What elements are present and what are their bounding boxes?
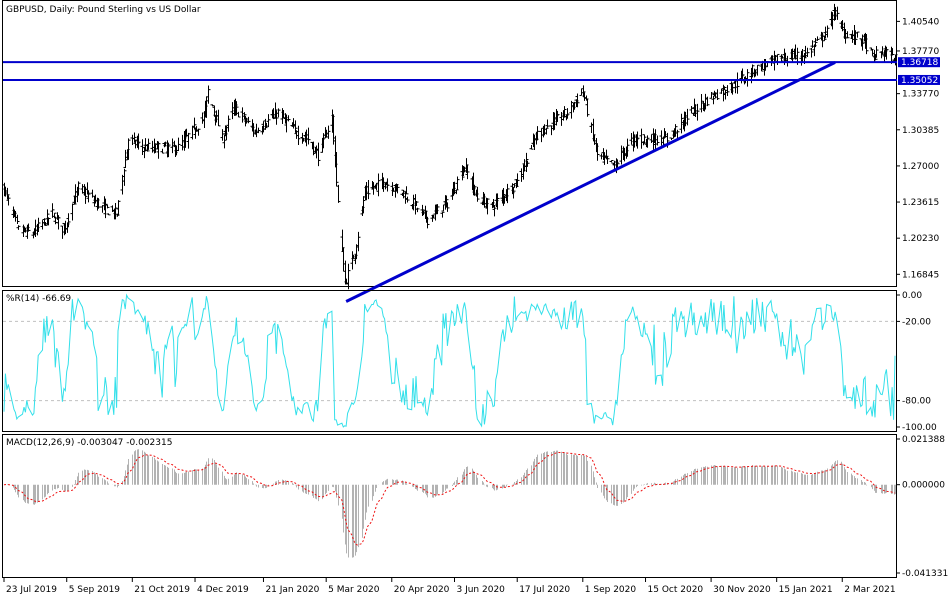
price-tick-label: 1.27000 — [902, 162, 939, 172]
chart-title: GBPUSD, Daily: Pound Sterling vs US Doll… — [6, 5, 201, 15]
wpr-frame — [2, 290, 897, 432]
price-frame — [2, 0, 897, 287]
horizontal-levels[interactable]: 1.36718 1.35052 — [3, 57, 940, 86]
time-tick-label: 30 Nov 2020 — [713, 585, 771, 595]
wpr-line — [3, 293, 896, 428]
time-tick-label: 23 Jul 2019 — [6, 585, 57, 595]
price-tick-label: 1.20230 — [902, 234, 939, 244]
wpr-tick-label: -100.00 — [902, 423, 937, 433]
macd-axis: 0.021388 0.000000 -0.041331 — [896, 435, 948, 579]
price-tick-label: 1.37770 — [902, 47, 939, 57]
macd-tick-label: -0.041331 — [902, 569, 948, 579]
wpr-tick-label: -80.00 — [902, 397, 931, 407]
time-axis: 23 Jul 2019 5 Sep 2019 21 Oct 2019 4 Dec 20… — [3, 578, 896, 595]
macd-window[interactable]: MACD(12,26,9) -0.003047 -0.002315 0.0213… — [2, 434, 949, 580]
macd-tick-label: 0.000000 — [902, 481, 945, 491]
wpr-title: %R(14) -66.69 — [6, 294, 71, 304]
trendline[interactable] — [345, 61, 836, 303]
price-window[interactable]: 1.36718 1.35052 GBPUSD, Daily: Pound Ster… — [2, 0, 941, 303]
wpr-tick-label: -20.00 — [902, 317, 931, 327]
time-tick-label: 20 Apr 2020 — [394, 585, 450, 595]
price-tick-label: 1.23615 — [902, 198, 939, 208]
price-tick-label: 1.33770 — [902, 90, 939, 100]
price-tick-label: 1.30385 — [902, 126, 939, 136]
time-tick-label: 3 Jun 2020 — [456, 585, 505, 595]
time-tick-label: 5 Sep 2019 — [69, 585, 121, 595]
price-bars — [2, 3, 898, 290]
wpr-axis: 0.00 -20.00 -80.00 -100.00 — [896, 291, 937, 433]
macd-tick-label: 0.021388 — [902, 435, 945, 445]
time-tick-label: 15 Oct 2020 — [648, 585, 704, 595]
wpr-window[interactable]: %R(14) -66.69 0.00 -20.00 -80.00 -100.00 — [2, 290, 938, 434]
level-label-box — [898, 74, 940, 85]
price-tick-label: 1.16845 — [902, 270, 939, 280]
time-tick-label: 4 Dec 2019 — [197, 585, 249, 595]
macd-frame — [2, 434, 897, 578]
time-tick-label: 5 Mar 2020 — [328, 585, 380, 595]
time-tick-label: 21 Jan 2020 — [265, 585, 319, 595]
macd-signal-line — [3, 451, 896, 546]
macd-title: MACD(12,26,9) -0.003047 -0.002315 — [6, 438, 172, 448]
level-label: 1.36718 — [901, 58, 938, 68]
time-tick-label: 1 Sep 2020 — [585, 585, 637, 595]
level-label-box — [898, 57, 940, 68]
time-tick-label: 15 Jan 2021 — [779, 585, 833, 595]
time-tick-label: 17 Jul 2020 — [519, 585, 570, 595]
price-tick-label: 1.40540 — [902, 17, 939, 27]
price-axis: 1.40540 1.37770 1.33770 1.30385 1.27000 1.236… — [896, 17, 939, 280]
time-tick-label: 2 Mar 2021 — [844, 585, 895, 595]
wpr-tick-label: 0.00 — [902, 291, 922, 301]
level-label: 1.35052 — [901, 76, 938, 86]
wpr-levels — [3, 320, 896, 402]
time-tick-label: 21 Oct 2019 — [134, 585, 190, 595]
macd-histogram — [5, 449, 896, 558]
